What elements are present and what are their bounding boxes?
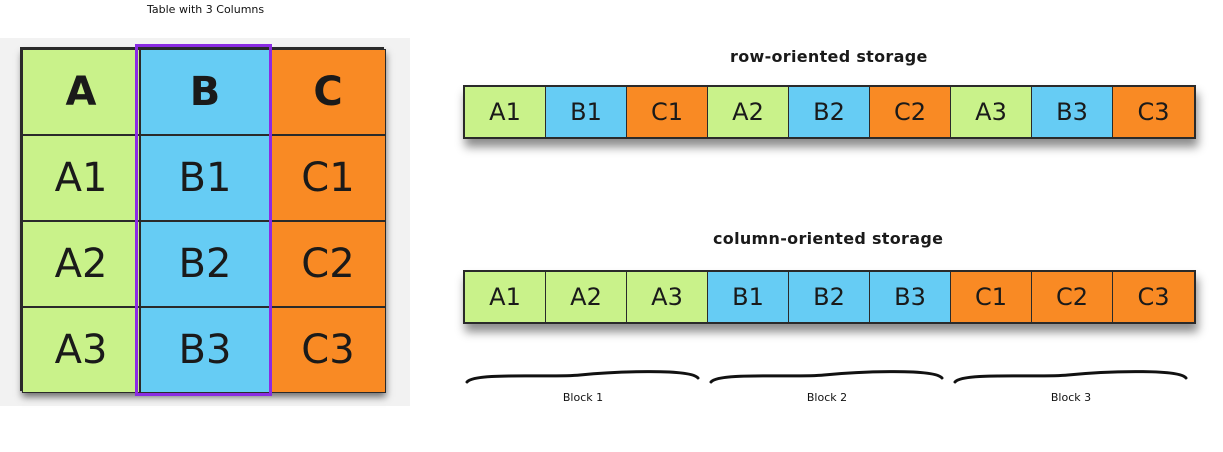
column-storage-title: column-oriented storage — [713, 229, 944, 248]
table-cell: C2 — [270, 221, 386, 307]
table-cell: B2 — [140, 221, 270, 307]
table-cell: A2 — [22, 221, 140, 307]
block-3-label: Block 3 — [1050, 391, 1092, 404]
block-3-brace — [953, 370, 1188, 384]
table-panel: A B C A1 B1 C1 A2 B2 C2 A3 B3 C3 — [0, 38, 410, 406]
table-cell: A3 — [22, 307, 140, 393]
storage-cell: C1 — [627, 87, 708, 137]
storage-cell: B1 — [708, 272, 789, 322]
storage-cell: C2 — [1032, 272, 1113, 322]
table-cell: B3 — [140, 307, 270, 393]
block-1-label: Block 1 — [562, 391, 604, 404]
three-column-table: A B C A1 B1 C1 A2 B2 C2 A3 B3 C3 — [20, 47, 386, 393]
block-1-brace — [465, 370, 700, 384]
row-storage-title: row-oriented storage — [730, 47, 928, 66]
storage-cell: A2 — [546, 272, 627, 322]
storage-cell: B3 — [870, 272, 951, 322]
row-storage-strip: A1 B1 C1 A2 B2 C2 A3 B3 C3 — [463, 85, 1196, 139]
block-2-brace — [709, 370, 944, 384]
storage-cell: A3 — [951, 87, 1032, 137]
storage-cell: A1 — [465, 87, 546, 137]
table-header-c: C — [270, 49, 386, 135]
table-cell: C3 — [270, 307, 386, 393]
storage-cell: B3 — [1032, 87, 1113, 137]
table-header-a: A — [22, 49, 140, 135]
storage-cell: A2 — [708, 87, 789, 137]
storage-cell: B2 — [789, 272, 870, 322]
storage-cell: B2 — [789, 87, 870, 137]
table-cell: B1 — [140, 135, 270, 221]
block-2-label: Block 2 — [806, 391, 848, 404]
storage-cell: A1 — [465, 272, 546, 322]
table-cell: A1 — [22, 135, 140, 221]
storage-cell: C3 — [1113, 272, 1194, 322]
table-cell: C1 — [270, 135, 386, 221]
table-header-b: B — [140, 49, 270, 135]
storage-cell: C3 — [1113, 87, 1194, 137]
storage-cell: C2 — [870, 87, 951, 137]
table-caption: Table with 3 Columns — [147, 3, 265, 16]
storage-cell: B1 — [546, 87, 627, 137]
storage-cell: A3 — [627, 272, 708, 322]
storage-cell: C1 — [951, 272, 1032, 322]
column-storage-strip: A1 A2 A3 B1 B2 B3 C1 C2 C3 — [463, 270, 1196, 324]
